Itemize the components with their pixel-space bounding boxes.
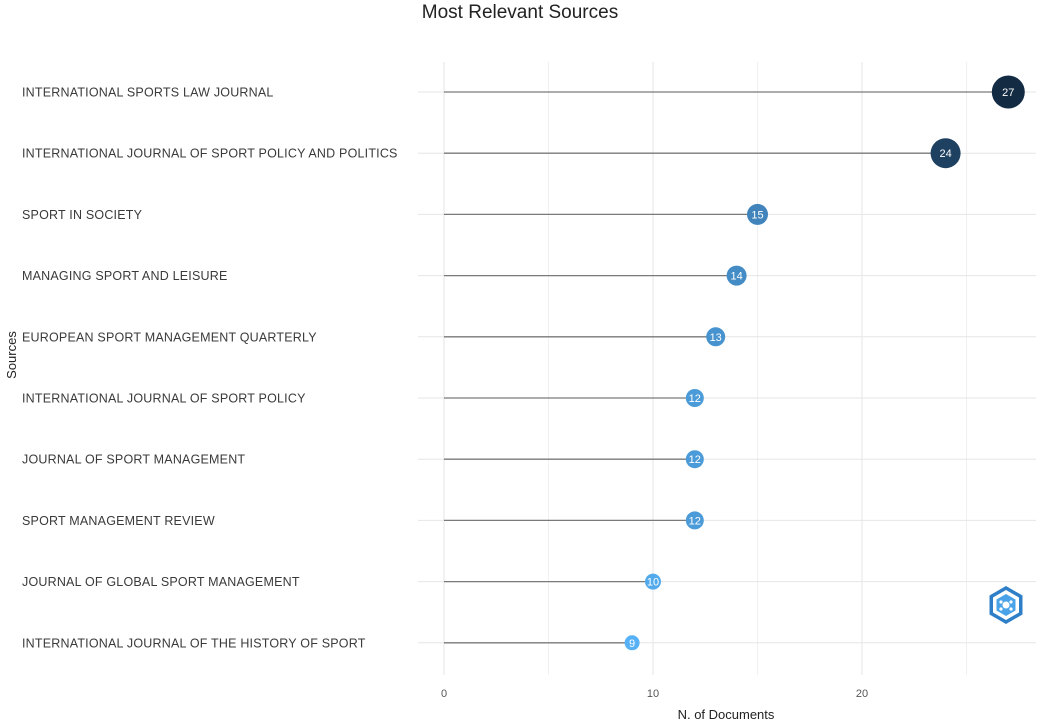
x-tick-label: 0 xyxy=(441,688,447,700)
dot-value-label: 12 xyxy=(689,393,701,405)
lollipop-segments xyxy=(444,91,1009,644)
lollipop-dot xyxy=(685,450,704,469)
lollipop-dot xyxy=(930,138,961,169)
y-axis-title: Sources xyxy=(4,331,19,379)
lollipop-dot xyxy=(645,573,661,590)
dot-value-label: 15 xyxy=(751,209,763,221)
dot-value-label: 9 xyxy=(629,638,635,650)
dot-value-label: 12 xyxy=(689,454,701,466)
source-label: MANAGING SPORT AND LEISURE xyxy=(22,269,227,283)
source-label: SPORT MANAGEMENT REVIEW xyxy=(22,514,215,528)
dot-value-label: 13 xyxy=(710,332,722,344)
lollipop-dot xyxy=(685,511,704,530)
dot-value-label: 27 xyxy=(1002,87,1014,99)
x-tick-label: 10 xyxy=(647,688,659,700)
source-label: INTERNATIONAL JOURNAL OF SPORT POLICY xyxy=(22,392,306,406)
x-tick-label: 20 xyxy=(856,688,868,700)
source-label: INTERNATIONAL JOURNAL OF THE HISTORY OF … xyxy=(22,636,366,650)
lollipop-dots: 27 24 15 14 13 12 12 12 10 9 xyxy=(624,75,1025,651)
source-label: INTERNATIONAL SPORTS LAW JOURNAL xyxy=(22,86,274,100)
source-label: INTERNATIONAL JOURNAL OF SPORT POLICY AN… xyxy=(22,147,398,161)
x-tick-labels: 0 10 20 xyxy=(441,688,868,700)
lollipop-dot xyxy=(706,327,726,347)
dot-value-label: 12 xyxy=(689,515,701,527)
lollipop-dot xyxy=(991,75,1025,109)
lollipop-dot xyxy=(747,203,768,225)
dot-value-label: 10 xyxy=(647,577,659,589)
chart-title: Most Relevant Sources xyxy=(422,2,618,23)
dot-value-label: 24 xyxy=(939,148,951,160)
source-label: SPORT IN SOCIETY xyxy=(22,208,143,222)
source-label: JOURNAL OF SPORT MANAGEMENT xyxy=(22,453,245,467)
lollipop-dot xyxy=(624,635,640,651)
y-tick-labels: INTERNATIONAL SPORTS LAW JOURNAL INTERNAT… xyxy=(22,86,398,651)
lollipop-dot xyxy=(685,389,704,407)
bibliometrix-logo-icon xyxy=(989,586,1023,624)
lollipop-dot xyxy=(726,265,747,286)
x-axis-title: N. of Documents xyxy=(678,707,775,722)
source-label: EUROPEAN SPORT MANAGEMENT QUARTERLY xyxy=(22,330,317,344)
dot-value-label: 14 xyxy=(730,271,742,283)
source-label: JOURNAL OF GLOBAL SPORT MANAGEMENT xyxy=(22,575,300,589)
